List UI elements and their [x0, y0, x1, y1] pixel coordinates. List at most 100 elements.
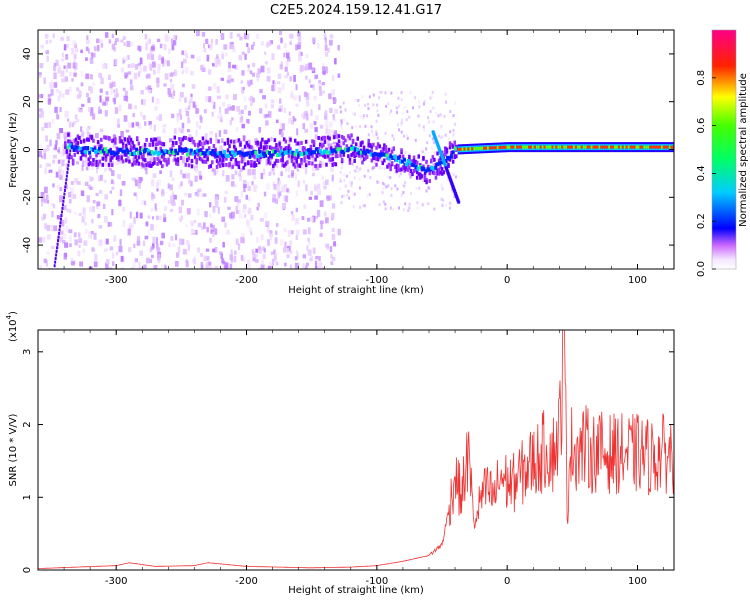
heatmap-cell [321, 82, 325, 86]
heatmap-cell [395, 158, 399, 163]
heatmap-cell [184, 97, 187, 103]
heatmap-cell [275, 153, 279, 158]
heatmap-cell [275, 261, 279, 266]
heatmap-cell [181, 83, 185, 88]
heatmap-cell [65, 178, 68, 182]
heatmap-cell [142, 157, 145, 162]
heatmap-cell [76, 134, 80, 139]
heatmap-cell [449, 130, 452, 134]
heatmap-cell [219, 145, 223, 152]
heatmap-cell [96, 162, 100, 167]
heatmap-cell [207, 151, 211, 156]
heatmap-cell [431, 90, 434, 94]
heatmap-cell [145, 167, 148, 175]
heatmap-cell [149, 258, 153, 264]
heatmap-cell [610, 145, 613, 149]
heatmap-cell [252, 97, 255, 103]
heatmap-cell [87, 231, 91, 238]
heatmap-cell [249, 95, 253, 102]
heatmap-cell [304, 163, 308, 168]
heatmap-cell [68, 121, 72, 128]
heatmap-cell [122, 220, 126, 227]
heatmap-cell [432, 166, 436, 171]
heatmap-cell [229, 157, 233, 162]
heatmap-cell [161, 57, 165, 64]
heatmap-cell [138, 71, 141, 78]
heatmap-cell [301, 145, 305, 150]
heatmap-cell [143, 65, 147, 72]
heatmap-cell [290, 230, 294, 235]
heatmap-cell [285, 157, 289, 161]
heatmap-cell [315, 255, 319, 260]
heatmap-cell [196, 108, 200, 114]
heatmap-cell [384, 207, 387, 211]
heatmap-cell [193, 256, 196, 263]
heatmap-cell [362, 204, 365, 208]
heatmap-cell [333, 161, 336, 166]
heatmap-cell [255, 33, 260, 40]
heatmap-cell [328, 157, 331, 162]
heatmap-cell [166, 150, 170, 155]
heatmap-cell [154, 142, 158, 147]
heatmap-cell [228, 61, 231, 69]
heatmap-cell [59, 107, 62, 112]
heatmap-cell [280, 37, 283, 44]
heatmap-cell [248, 198, 251, 202]
heatmap-cell [246, 220, 251, 228]
heatmap-cell [64, 252, 68, 258]
heatmap-cell [126, 139, 130, 144]
heatmap-cell [159, 170, 162, 174]
heatmap-cell [189, 97, 193, 103]
heatmap-cell [340, 157, 344, 162]
heatmap-cell [128, 159, 131, 164]
heatmap-cell [248, 154, 252, 159]
heatmap-cell [298, 163, 302, 168]
heatmap-cell [109, 246, 114, 251]
heatmap-cell [240, 236, 245, 244]
heatmap-cell [430, 95, 433, 99]
heatmap-cell [76, 150, 80, 155]
heatmap-cell [209, 202, 212, 208]
heatmap-cell [225, 153, 229, 158]
heatmap-cell [358, 153, 361, 158]
heatmap-cell [57, 95, 61, 102]
heatmap-cell [106, 152, 109, 157]
heatmap-cell [98, 159, 101, 164]
heatmap-cell [390, 149, 394, 154]
heatmap-cell [295, 148, 299, 153]
heatmap-cell [274, 237, 278, 244]
heatmap-cell [434, 111, 437, 115]
heatmap-cell [555, 145, 558, 149]
heatmap-cell [202, 193, 207, 197]
heatmap-cell [353, 176, 356, 180]
heatmap-cell [222, 163, 225, 168]
heatmap-cell [306, 154, 309, 159]
heatmap-cell [60, 219, 65, 227]
heatmap-cell [446, 152, 449, 156]
heatmap-cell [257, 68, 262, 74]
heatmap-cell [378, 203, 381, 207]
heatmap-cell [405, 165, 408, 170]
figure-title: C2E5.2024.159.12.41.G17 [270, 3, 442, 18]
heatmap-cell [43, 152, 47, 160]
heatmap-cell [296, 128, 299, 136]
heatmap-cell [373, 155, 377, 160]
heatmap-cell [303, 156, 306, 161]
heatmap-x-tick-label: 0 [504, 275, 510, 286]
heatmap-cell [109, 155, 112, 160]
heatmap-cell [565, 145, 568, 149]
heatmap-cell [95, 162, 98, 167]
heatmap-cell [238, 213, 243, 219]
heatmap-cell [402, 208, 405, 212]
heatmap-cell [122, 59, 126, 63]
heatmap-cell [286, 57, 291, 62]
heatmap-cell [85, 229, 88, 234]
heatmap-cell [287, 143, 291, 148]
heatmap-cell [426, 141, 429, 145]
heatmap-cell [167, 87, 171, 95]
heatmap-cell [400, 123, 403, 127]
heatmap-cell [67, 132, 70, 137]
heatmap-cell [344, 147, 348, 152]
